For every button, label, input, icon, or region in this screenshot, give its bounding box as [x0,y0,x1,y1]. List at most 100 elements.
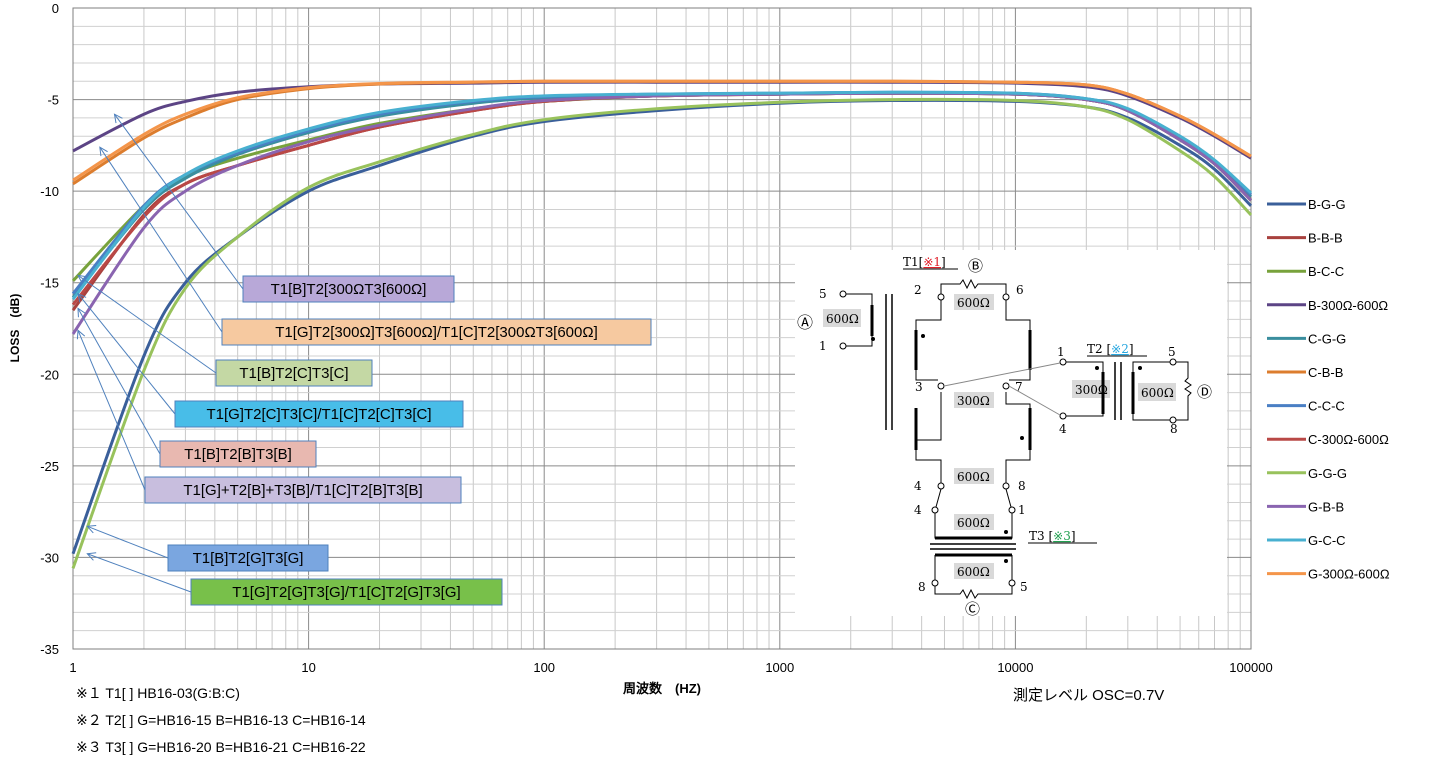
legend-item-10[interactable]: G-B-B [1267,499,1344,514]
t1-sec-dot-b [1020,436,1024,440]
pin-1-lower: 1 [1018,503,1026,517]
pin-1-left: 1 [819,339,827,353]
series-line-9 [71,97,1253,569]
callout-6: T1[G]+T2[B]+T3[B]/T1[C]T2[B]T3[B] [76,329,462,504]
t1-mark: ※1 [923,255,941,269]
r-t2-box [1072,380,1110,398]
pin-2: 2 [914,283,922,297]
r-b-label: 600Ω [957,296,990,310]
callout-arrow-line [77,293,176,415]
r-d-zigzag [1176,361,1192,421]
callout-arrow-head [76,329,86,340]
r-b-box [954,294,994,310]
terminal-t2-4 [1059,412,1067,420]
terminal-8-upper [1002,482,1010,490]
legend-label: B-B-B [1308,231,1343,246]
callout-label: T1[B]T2[300ΩT3[600Ω] [271,281,427,298]
pin-7: 7 [1015,380,1023,394]
y-tick-label: -35 [40,642,59,657]
callout-arrow-head [86,524,97,534]
legend-item-3[interactable]: B-C-C [1267,264,1344,279]
legend-item-12[interactable]: G-300Ω-600Ω [1267,567,1390,582]
callouts: T1[B]T2[300ΩT3[600Ω] T1[G]T2[300Ω]T3[600Ω… [76,113,652,606]
pin-4-t2: 4 [1059,422,1067,436]
callout-box [190,578,503,606]
legend-item-6[interactable]: C-B-B [1267,365,1343,380]
callout-1: T1[B]T2[300ΩT3[600Ω] [113,113,455,303]
r-t2-label: 300Ω [1075,383,1108,397]
legend-label: B-G-G [1308,197,1346,212]
terminal-7 [1002,382,1010,390]
legend-item-4[interactable]: B-300Ω-600Ω [1267,298,1388,313]
callout-box [242,275,455,303]
legend-label: G-C-C [1308,533,1346,548]
legend-item-7[interactable]: C-C-C [1267,399,1345,414]
legend-item-8[interactable]: C-300Ω-600Ω [1267,432,1389,447]
r-d-label: 600Ω [1141,386,1174,400]
series-line-11 [71,90,1253,301]
callout-8: T1[G]T2[G]T3[G]/T1[C]T2[G]T3[G] [86,552,503,606]
t1-top-wiring [915,300,1031,330]
callout-7: T1[B]T2[G]T3[G] [86,524,329,572]
pin-1-t2: 1 [1057,345,1065,359]
y-tick-label: -30 [40,550,59,565]
y-tick-label: -5 [47,93,59,108]
pin-5-bottom: 5 [1020,580,1028,594]
y-tick-label: -10 [40,184,59,199]
t2-title: T2 [※2] [1087,342,1134,356]
legend-item-1[interactable]: B-G-G [1267,197,1346,212]
terminal-1-lower [1008,506,1016,514]
callout-arrow-head [77,274,87,284]
callout-label: T1[G]T2[300Ω]T3[600Ω]/T1[C]T2[300ΩT3[600… [275,324,598,341]
legend-item-5[interactable]: C-G-G [1267,331,1346,346]
callout-arrow-line [77,274,217,374]
y-axis-title: LOSS (dB) [8,294,22,363]
terminal-8-bottom [931,579,939,587]
terminal-4-lower [931,506,939,514]
callout-arrow-head [99,146,108,157]
callout-label: T1[G]+T2[B]+T3[B]/T1[C]T2[B]T3[B] [183,482,422,499]
r-mid-box [954,392,994,408]
callout-label: T1[B]T2[C]T3[C] [239,365,348,382]
legend-label: B-300Ω-600Ω [1308,298,1388,313]
callout-arrow-head [77,292,87,303]
x-tick-label: 1 [69,660,76,675]
r-a-box [823,309,861,327]
callout-box [144,476,462,504]
callout-box [221,318,652,346]
y-tick-label: -15 [40,276,59,291]
y-tick-label: -25 [40,459,59,474]
terminal-3 [937,382,945,390]
callout-2: T1[G]T2[300Ω]T3[600Ω]/T1[C]T2[300ΩT3[600… [99,146,652,346]
legend-label: C-C-C [1308,399,1345,414]
r-c-box [954,563,994,579]
r-t3-box [954,514,994,530]
t3-secondary-dot [1004,559,1008,563]
legend-item-11[interactable]: G-C-C [1267,533,1346,548]
callout-label: T1[G]T2[G]T3[G]/T1[C]T2[G]T3[G] [232,584,460,601]
legend-item-9[interactable]: G-G-G [1267,466,1347,481]
terminal-t2-5 [1169,358,1177,366]
callout-box [159,440,317,468]
pin-8-bottom: 8 [918,580,926,594]
callout-4: T1[G]T2[C]T3[C]/T1[C]T2[C]T3[C] [77,292,464,428]
t3-secondary-wiring [934,555,1013,580]
x-axis-ticks: 1 10 100 1000 10000 100000 [69,660,1272,675]
legend-label: C-G-G [1308,331,1346,346]
t2-secondary-wiring [1132,361,1170,421]
circuit-diagram: T1[※1] Ⓑ Ⓐ 5 1 600Ω 2 6 600Ω 3 7 [795,250,1227,618]
plot-area-border [72,7,1252,650]
r-c-label: 600Ω [957,565,990,579]
legend-label: C-300Ω-600Ω [1308,432,1389,447]
legend[interactable]: B-G-G B-B-B B-C-C B-300Ω-600Ω C-G-G C-B-B C-C-… [1267,197,1390,582]
t1-primary-dot [871,337,875,341]
legend-item-2[interactable]: B-B-B [1267,231,1343,246]
port-d-label: Ⓓ [1197,383,1212,401]
callout-box [167,544,329,572]
x-tick-label: 100000 [1229,660,1272,675]
t2-secondary-dot [1138,366,1142,370]
pin-5-left: 5 [819,287,827,301]
callout-box [174,400,464,428]
pin-5-t2: 5 [1168,345,1176,359]
